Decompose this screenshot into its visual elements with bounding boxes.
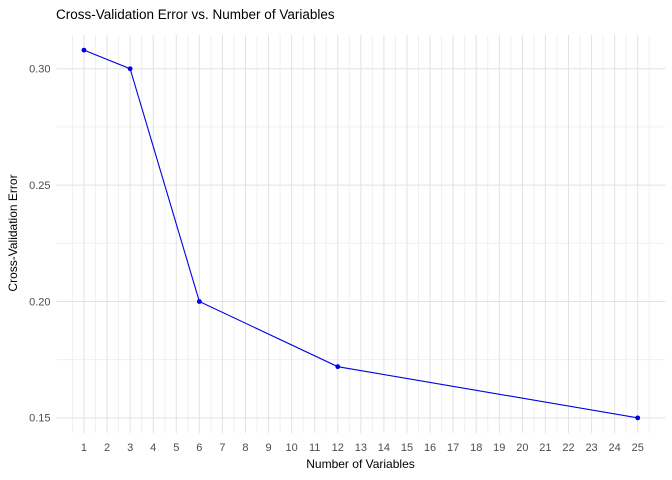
data-point [635,415,641,421]
x-tick-label: 11 [309,442,320,454]
data-point [81,47,87,53]
x-tick-label: 19 [493,442,505,454]
x-axis-title: Number of Variables [306,457,415,471]
x-tick-label: 23 [585,442,597,454]
data-point [127,66,133,72]
x-tick-label: 3 [127,442,133,454]
x-tick-label: 10 [286,442,298,454]
x-tick-label: 4 [150,442,156,454]
x-tick-label: 16 [424,442,436,454]
x-tick-label: 24 [609,442,621,454]
x-tick-label: 14 [378,442,390,454]
x-tick-label: 25 [632,442,644,454]
x-tick-label: 12 [332,442,344,454]
x-tick-label: 18 [470,442,482,454]
x-tick-label: 17 [447,442,459,454]
data-point [335,364,341,370]
x-tick-label: 7 [219,442,225,454]
y-tick-label: 0.30 [29,64,50,76]
x-tick-label: 8 [242,442,248,454]
chart-title: Cross-Validation Error vs. Number of Var… [56,7,335,22]
x-tick-label: 20 [516,442,528,454]
y-tick-label: 0.15 [29,413,50,425]
x-tick-label: 13 [355,442,367,454]
x-tick-label: 6 [196,442,202,454]
y-tick-label: 0.20 [29,296,50,308]
data-point [196,299,202,304]
y-tick-label: 0.25 [29,180,50,192]
x-tick-label: 15 [401,442,413,454]
x-tick-label: 21 [539,442,551,454]
x-tick-label: 5 [173,442,179,454]
x-tick-label: 9 [265,442,271,454]
x-tick-label: 1 [81,442,87,454]
x-tick-label: 2 [104,442,110,454]
x-tick-label: 22 [562,442,574,454]
